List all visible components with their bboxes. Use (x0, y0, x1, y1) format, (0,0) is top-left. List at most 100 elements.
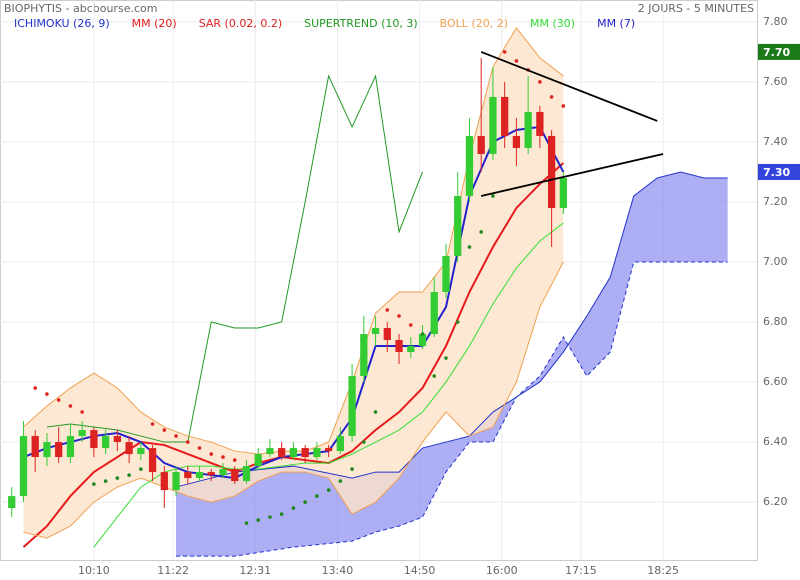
candle-body (43, 442, 51, 458)
sar-dot (139, 467, 143, 471)
candle-body (465, 135, 474, 196)
candle-body (8, 496, 16, 509)
sar-dot (467, 245, 472, 249)
sar-dot (444, 356, 448, 360)
candle-body (31, 436, 39, 458)
sar-dot (455, 320, 460, 324)
trendline (480, 153, 664, 197)
sar-dot (244, 521, 249, 525)
candle-body (324, 448, 333, 452)
candle-body (512, 135, 521, 148)
y-tick-label: 7.80 (763, 15, 788, 28)
moving-average-line (93, 222, 564, 548)
moving-average-line (46, 74, 423, 443)
candle-body (219, 469, 227, 476)
candle-body (348, 376, 356, 437)
price-tag (758, 43, 800, 60)
candle-body (336, 436, 344, 452)
candle-body (160, 472, 168, 491)
sar-dot (315, 494, 319, 498)
candle-body (266, 448, 274, 455)
sar-dot (420, 332, 425, 336)
candle-body (242, 466, 251, 482)
candle-body (313, 448, 321, 458)
sar-dot (33, 386, 38, 390)
sar-dot (326, 488, 331, 492)
sar-dot (479, 230, 483, 234)
sar-dot (502, 50, 507, 54)
candle-body (125, 442, 133, 455)
candle-body (172, 472, 180, 491)
sar-dot (127, 473, 131, 477)
y-tick-label: 6.80 (763, 315, 788, 328)
sar-dot (92, 482, 96, 486)
plot-area (0, 0, 757, 560)
sar-dot (491, 194, 495, 198)
plot-frame (0, 0, 758, 561)
candle-body (78, 430, 86, 437)
candle-body (395, 340, 403, 353)
sar-dot (538, 80, 542, 84)
sar-dot (362, 440, 366, 444)
sar-dot (256, 518, 261, 522)
candle-body (195, 472, 204, 479)
x-tick-label: 16:00 (486, 564, 518, 577)
sar-dot (197, 446, 202, 450)
sar-dot (221, 455, 225, 459)
sar-dot (549, 95, 554, 99)
candle-body (547, 135, 556, 208)
sar-dot (103, 479, 108, 483)
x-tick-label: 17:15 (565, 564, 597, 577)
sar-dot (185, 440, 190, 444)
candle-body (442, 255, 450, 293)
candle-body (19, 436, 28, 497)
candle-body (113, 436, 122, 443)
x-tick-label: 10:10 (78, 564, 110, 577)
sar-dot (68, 404, 73, 408)
candle-body (184, 472, 192, 479)
x-tick-label: 14:50 (404, 564, 436, 577)
candle-body (254, 454, 262, 467)
sar-dot (397, 314, 401, 318)
x-tick-label: 11:22 (157, 564, 189, 577)
candle-body (489, 96, 497, 154)
y-tick-label: 6.40 (763, 435, 788, 448)
candle-body (430, 292, 438, 335)
candle-body (407, 346, 415, 353)
sar-dot (209, 452, 214, 456)
x-tick-label: 12:31 (239, 564, 271, 577)
legend-label: MM (20) (132, 17, 177, 30)
legend-label: MM (7) (597, 17, 635, 30)
candle-body (559, 177, 567, 208)
sar-dot (279, 512, 284, 516)
bollinger-fill (23, 27, 564, 539)
sar-dot (338, 479, 343, 483)
sar-dot (80, 410, 84, 414)
y-tick-label: 6.60 (763, 375, 788, 388)
sar-dot (115, 476, 120, 480)
sar-dot (150, 422, 155, 426)
y-tick-label: 6.20 (763, 495, 788, 508)
y-tick-label: 7.40 (763, 135, 788, 148)
sar-dot (45, 392, 49, 396)
trendline (480, 51, 658, 122)
sar-dot (385, 308, 390, 312)
candle-body (231, 469, 239, 482)
sar-dot (350, 467, 354, 471)
legend-label: BOLL (20, 2) (440, 17, 508, 30)
sar-dot (56, 398, 61, 402)
chart-subtitle: 2 JOURS - 5 MINUTES (638, 2, 754, 15)
candle-body (55, 442, 63, 458)
y-tick-label: 7.60 (763, 75, 788, 88)
bollinger-lower (23, 261, 564, 539)
sar-dot (162, 428, 167, 432)
candle-body (137, 448, 145, 455)
candle-body (383, 328, 391, 341)
candle-body (66, 436, 75, 458)
candle-body (207, 472, 215, 476)
x-tick-label: 13:40 (322, 564, 354, 577)
legend-label: ICHIMOKU (26, 9) (14, 17, 110, 30)
candle-body (536, 111, 544, 136)
candle-body (90, 430, 98, 449)
